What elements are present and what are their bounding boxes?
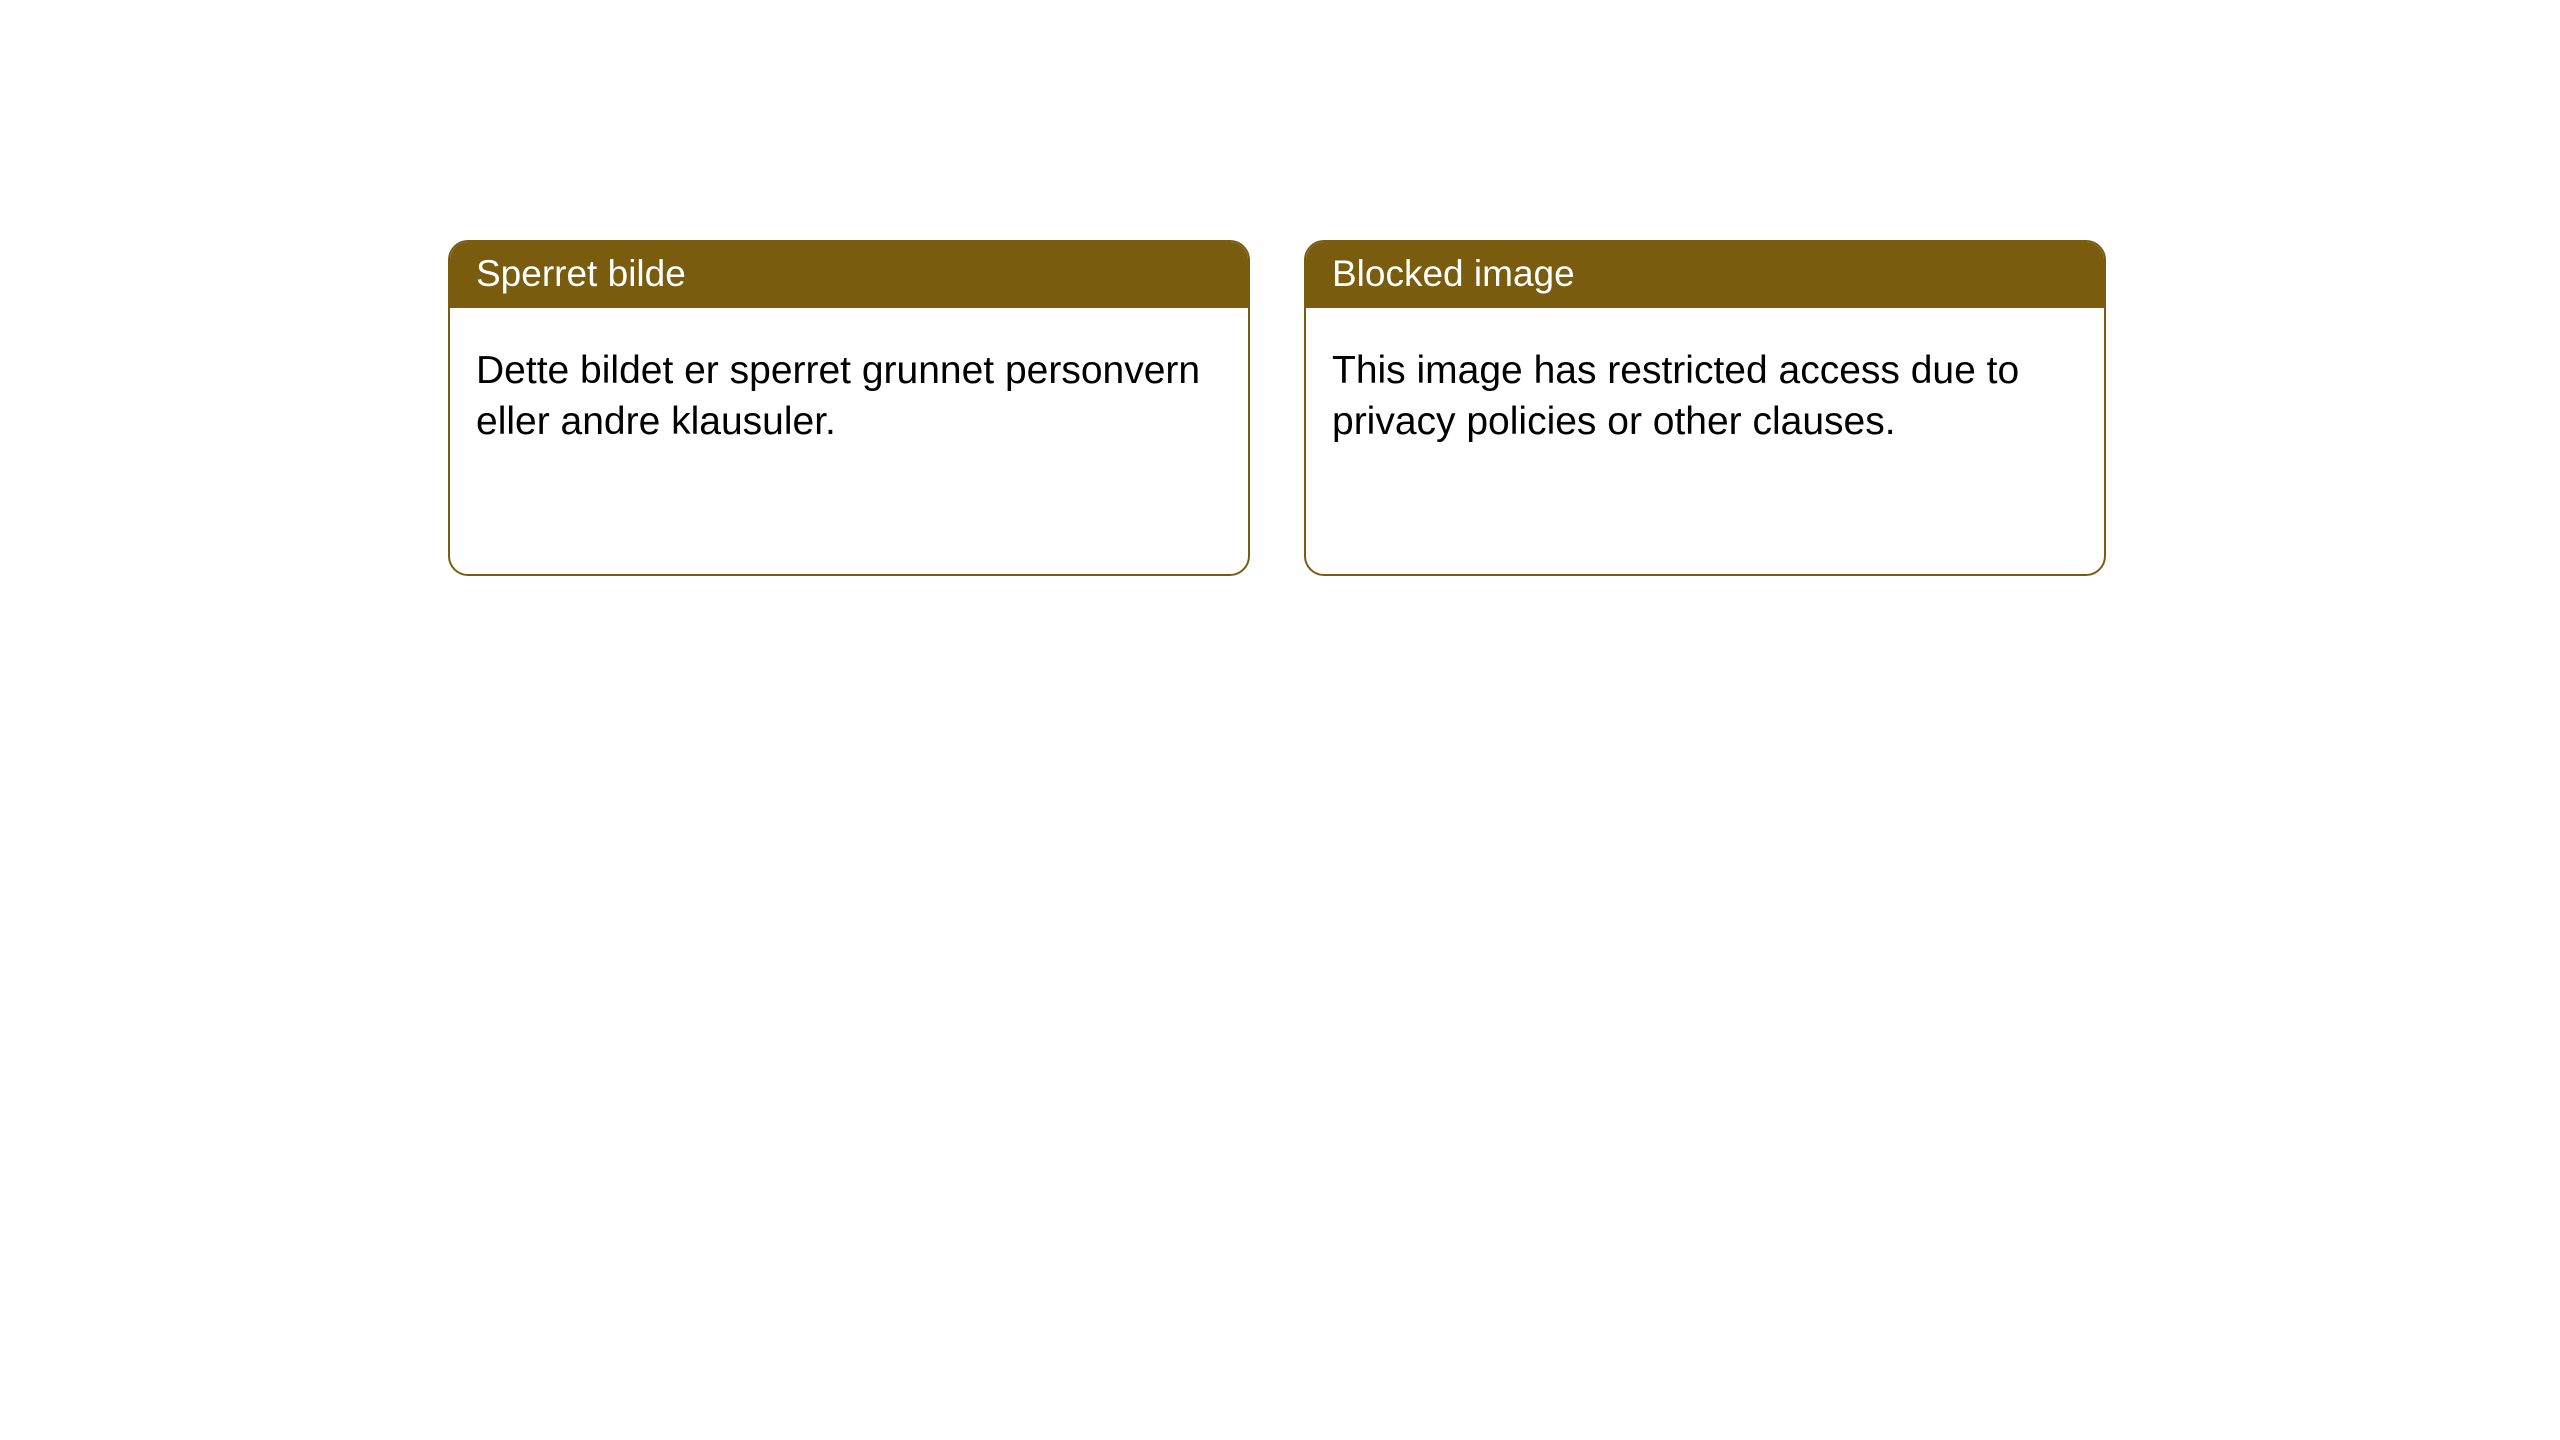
card-header: Blocked image [1306, 242, 2104, 308]
card-header: Sperret bilde [450, 242, 1248, 308]
notice-card-english: Blocked image This image has restricted … [1304, 240, 2106, 576]
notice-container: Sperret bilde Dette bildet er sperret gr… [0, 0, 2560, 576]
card-body: Dette bildet er sperret grunnet personve… [450, 308, 1248, 473]
card-body: This image has restricted access due to … [1306, 308, 2104, 473]
notice-card-norwegian: Sperret bilde Dette bildet er sperret gr… [448, 240, 1250, 576]
